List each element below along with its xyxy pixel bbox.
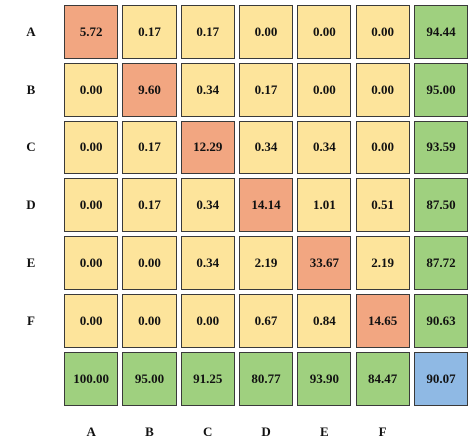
matrix-cell: 0.84 [297, 294, 352, 348]
matrix-cell: 87.50 [413, 178, 469, 233]
matrix-cell: 90.63 [413, 294, 469, 348]
row-label: C [26, 139, 36, 155]
matrix-cell: 0.17 [238, 62, 294, 117]
matrix-cell: 0.00 [64, 178, 119, 233]
matrix-cell: 12.29 [180, 120, 235, 175]
matrix-cell: 93.90 [297, 351, 352, 406]
col-label: B [145, 424, 154, 439]
col-label: C [203, 424, 213, 439]
col-label: E [320, 424, 329, 439]
matrix-cell: 0.00 [355, 62, 410, 117]
matrix-cell: 0.00 [64, 236, 119, 290]
matrix-cell: 0.34 [297, 120, 352, 175]
col-label: F [378, 424, 387, 439]
matrix-cell: 95.00 [122, 351, 177, 406]
matrix-cell: 80.77 [238, 351, 294, 406]
matrix-cell: 0.34 [238, 120, 294, 175]
matrix-cell: 0.17 [180, 5, 235, 59]
matrix-cell: 0.34 [180, 178, 235, 233]
matrix-cell: 95.00 [413, 62, 469, 117]
matrix-cell: 33.67 [297, 236, 352, 290]
matrix-cell: 14.65 [355, 294, 410, 348]
matrix-cell: 94.44 [413, 5, 469, 59]
matrix-cell: 93.59 [413, 120, 469, 175]
matrix-cell: 0.00 [64, 62, 119, 117]
matrix-cell: 90.07 [413, 351, 469, 406]
matrix-cell: 0.00 [355, 5, 410, 59]
matrix-cell: 0.34 [180, 62, 235, 117]
matrix-cell: 87.72 [413, 236, 469, 290]
row-label: A [26, 23, 36, 39]
matrix-cell: 0.00 [180, 294, 235, 348]
matrix-cell: 0.51 [355, 178, 410, 233]
row-label: D [26, 197, 36, 213]
matrix-cell: 2.19 [355, 236, 410, 290]
matrix-cell: 0.00 [238, 5, 294, 59]
matrix-cell: 0.00 [64, 120, 119, 175]
matrix-cell: 14.14 [238, 178, 294, 233]
row-label: B [26, 81, 36, 97]
matrix-cell: 0.00 [355, 120, 410, 175]
col-label: A [86, 424, 96, 439]
row-label: F [27, 312, 35, 328]
matrix-cell: 0.00 [297, 5, 352, 59]
matrix-cell: 100.00 [64, 351, 119, 406]
matrix-cell: 0.17 [122, 178, 177, 233]
matrix-cell: 84.47 [355, 351, 410, 406]
matrix-cell: 0.00 [122, 294, 177, 348]
matrix-cell: 0.34 [180, 236, 235, 290]
matrix-cell: 91.25 [180, 351, 235, 406]
matrix-cell: 2.19 [238, 236, 294, 290]
matrix-cell: 9.60 [122, 62, 177, 117]
col-label: D [261, 424, 271, 439]
matrix-cell: 0.00 [64, 294, 119, 348]
matrix-cell: 0.17 [122, 120, 177, 175]
matrix-cell: 0.67 [238, 294, 294, 348]
matrix-cell: 1.01 [297, 178, 352, 233]
matrix-cell: 0.17 [122, 5, 177, 59]
matrix-cell: 5.72 [64, 5, 119, 59]
row-label: E [26, 255, 36, 271]
matrix-cell: 0.00 [122, 236, 177, 290]
matrix-cell: 0.00 [297, 62, 352, 117]
